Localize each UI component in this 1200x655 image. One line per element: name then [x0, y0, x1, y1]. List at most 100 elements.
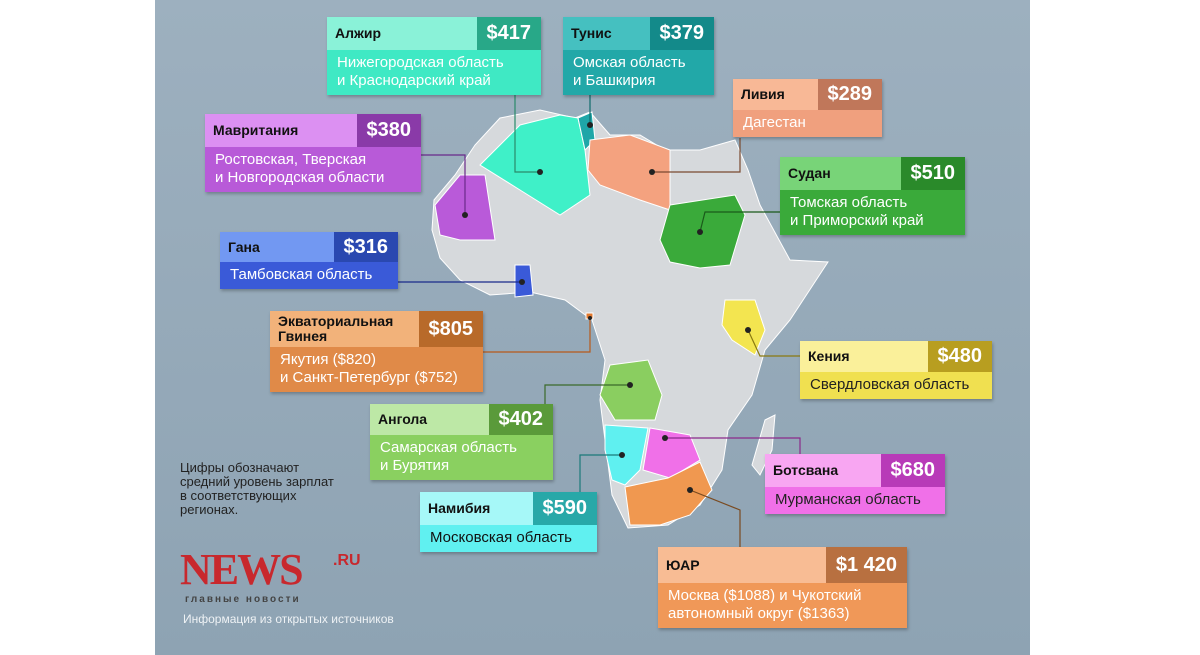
regions: Дагестан [733, 110, 882, 137]
region-line: Омская область [573, 54, 686, 71]
dot [687, 487, 693, 493]
country-name: Мавритания [205, 114, 357, 147]
dot [627, 382, 633, 388]
callout: Намибия $590 Московская область [420, 492, 597, 552]
region-line: Свердловская область [810, 376, 970, 393]
dot [587, 122, 593, 128]
regions: Москва ($1088) и Чукотский автономный окр… [658, 583, 907, 628]
price: $590 [532, 492, 597, 525]
dot [462, 212, 468, 218]
connector [747, 329, 800, 357]
note-line: Цифры обозначают [180, 460, 300, 475]
connector [665, 437, 801, 454]
dot [649, 169, 655, 175]
regions: Ростовская, Тверская и Новгородская облас… [205, 147, 421, 192]
callout-header: Судан $510 [780, 157, 965, 190]
region-line: Дагестан [743, 114, 806, 131]
callout-header: Мавритания $380 [205, 114, 421, 147]
price: $316 [333, 232, 398, 262]
callout-header: Ливия $289 [733, 79, 882, 110]
country-name: Намибия [420, 492, 533, 525]
callout: Алжир $417 Нижегородская область и Краснода… [327, 17, 541, 95]
price: $379 [649, 17, 714, 50]
callout: ЮАР $1 420 Москва ($1088) и Чукотский автон… [658, 547, 907, 628]
callout-header: Ботсвана $680 [765, 454, 945, 487]
regions: Якутия ($820) и Санкт-Петербург ($752) [270, 347, 483, 392]
dot [619, 452, 625, 458]
region-line: и Башкирия [573, 72, 656, 89]
callout-header: Намибия $590 [420, 492, 597, 525]
connector [699, 211, 780, 233]
connector [514, 93, 540, 173]
note-line: средний уровень зарплат [180, 474, 334, 489]
price: $402 [488, 404, 553, 435]
region-line: Москва ($1088) и Чукотский [668, 587, 862, 604]
connector [483, 318, 591, 353]
country-name: Ангола [370, 404, 489, 435]
price: $380 [356, 114, 421, 147]
price: $480 [927, 341, 992, 372]
country-name: Судан [780, 157, 901, 190]
country-name: Тунис [563, 17, 650, 50]
callout: Судан $510 Томская область и Приморский кра… [780, 157, 965, 235]
south-africa [624, 461, 713, 526]
regions: Нижегородская область и Краснодарский кра… [327, 50, 541, 95]
logo-suffix: .RU [333, 552, 361, 569]
note-line: регионах. [180, 502, 239, 517]
dot [745, 327, 751, 333]
callout: Кения $480 Свердловская область [800, 341, 992, 399]
dot [697, 229, 703, 235]
connector [579, 454, 622, 492]
callout: Мавритания $380 Ростовская, Тверская и Новг… [205, 114, 421, 192]
price: $680 [880, 454, 945, 487]
callout-header: Тунис $379 [563, 17, 714, 50]
country-name: Кения [800, 341, 928, 372]
regions: Мурманская область [765, 487, 945, 514]
region-line: Якутия ($820) [280, 351, 376, 368]
region-line: и Краснодарский край [337, 72, 491, 89]
callout: Ливия $289 Дагестан [733, 79, 882, 137]
region-line: и Приморский край [790, 212, 924, 229]
connector [421, 154, 466, 215]
source: Информация из открытых источников [183, 612, 394, 626]
country-name: Ботсвана [765, 454, 881, 487]
callout-header: ЮАР $1 420 [658, 547, 907, 583]
price: $289 [817, 79, 882, 110]
regions: Омская область и Башкирия [563, 50, 714, 95]
regions: Московская область [420, 525, 597, 552]
callout-header: Гана $316 [220, 232, 398, 262]
region-line: Нижегородская область [337, 54, 504, 71]
callout: Ботсвана $680 Мурманская область [765, 454, 945, 514]
dot [537, 169, 543, 175]
region-line: и Санкт-Петербург ($752) [280, 369, 458, 386]
callout-header: Экваториальная Гвинея $805 [270, 311, 483, 347]
note-line: в соответствующих [180, 488, 297, 503]
callout: Экваториальная Гвинея $805 Якутия ($820) и … [270, 311, 483, 392]
region-line: Тамбовская область [230, 266, 373, 283]
callout-header: Алжир $417 [327, 17, 541, 50]
connector [544, 384, 630, 404]
connector [652, 138, 741, 173]
region-line: и Бурятия [380, 457, 450, 474]
region-line: Томская область [790, 194, 908, 211]
price: $510 [900, 157, 965, 190]
callout-header: Кения $480 [800, 341, 992, 372]
angola [599, 359, 663, 421]
region-line: Ростовская, Тверская [215, 151, 367, 168]
callout: Гана $316 Тамбовская область [220, 232, 398, 289]
price: $805 [418, 311, 483, 347]
region-line: автономный округ ($1363) [668, 605, 850, 622]
callout-header: Ангола $402 [370, 404, 553, 435]
namibia [604, 424, 649, 486]
dot [519, 279, 525, 285]
regions: Свердловская область [800, 372, 992, 399]
region-line: Московская область [430, 529, 572, 546]
libya [587, 134, 671, 211]
callout: Ангола $402 Самарская область и Бурятия [370, 404, 553, 480]
country-name: Ливия [733, 79, 818, 110]
logo-tagline: главные новости [185, 594, 301, 605]
region-line: и Новгородская области [215, 169, 385, 186]
dot [588, 316, 592, 320]
